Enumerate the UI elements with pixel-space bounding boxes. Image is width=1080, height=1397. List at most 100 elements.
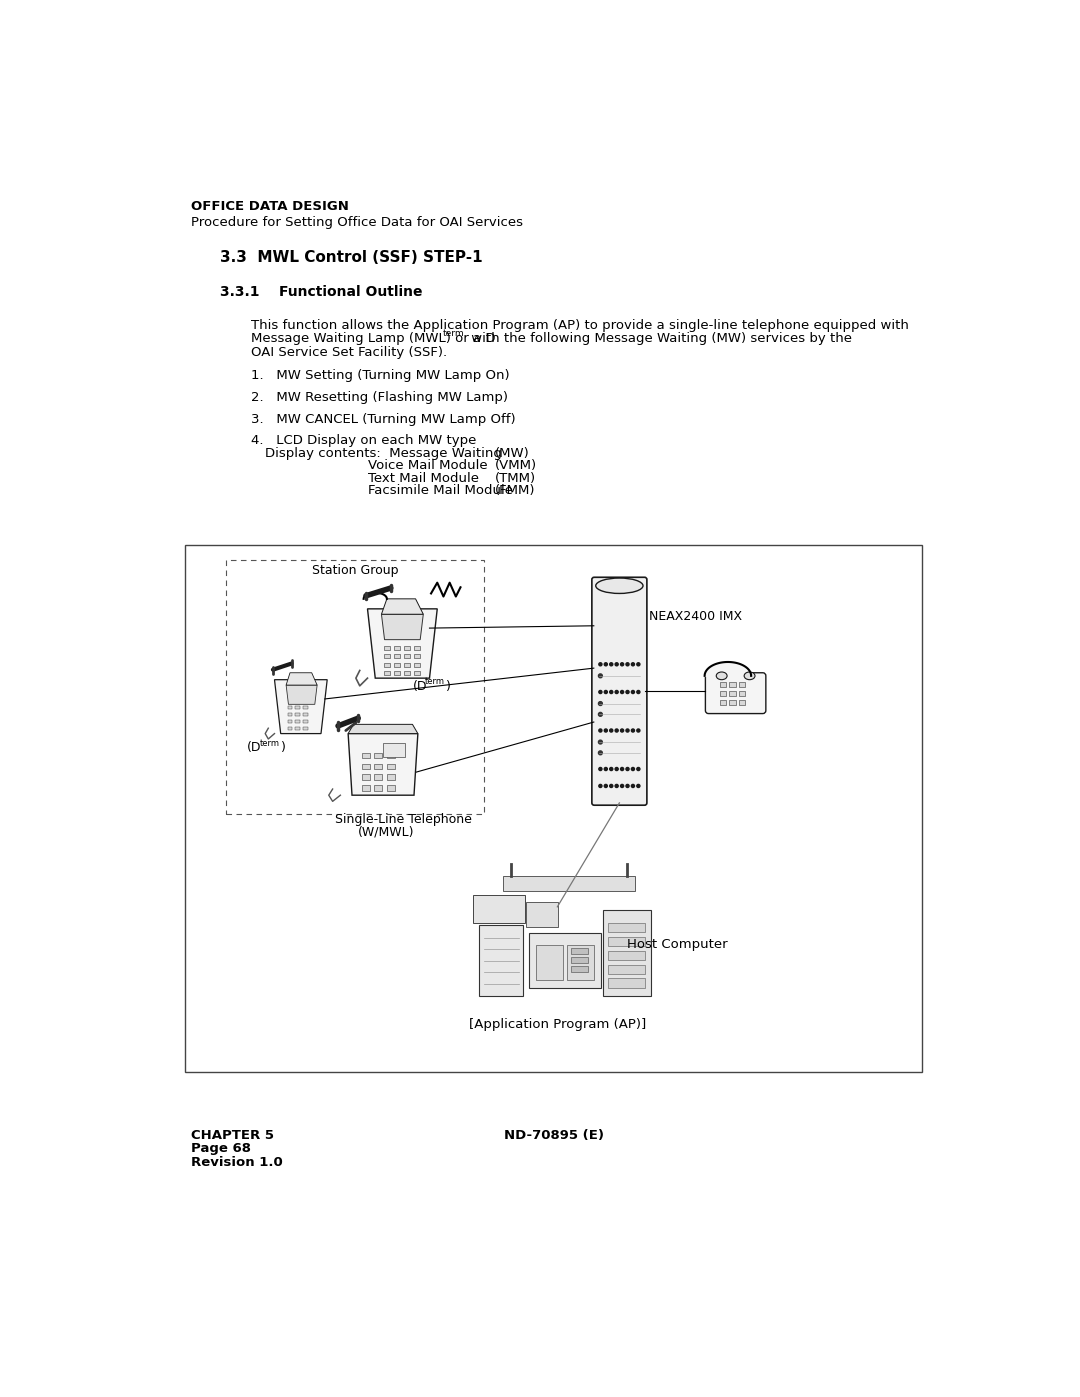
Circle shape: [610, 729, 612, 732]
Bar: [720, 700, 727, 705]
Bar: [375, 753, 382, 759]
Circle shape: [616, 729, 618, 732]
Text: ND-70895 (E): ND-70895 (E): [503, 1129, 604, 1141]
Circle shape: [637, 784, 640, 788]
Bar: [404, 654, 410, 658]
Text: (FMM): (FMM): [495, 485, 535, 497]
FancyBboxPatch shape: [526, 902, 558, 926]
Bar: [186, 545, 921, 1073]
Bar: [375, 764, 382, 768]
Bar: [739, 682, 745, 686]
Circle shape: [598, 662, 602, 666]
Text: (TMM): (TMM): [495, 472, 536, 485]
Bar: [287, 719, 293, 722]
Polygon shape: [286, 673, 318, 685]
Circle shape: [605, 690, 607, 693]
Bar: [362, 785, 369, 791]
Circle shape: [616, 690, 618, 693]
Bar: [394, 654, 400, 658]
Circle shape: [626, 729, 629, 732]
Bar: [383, 662, 390, 666]
Bar: [414, 671, 420, 675]
Text: 2.   MW Resetting (Flashing MW Lamp): 2. MW Resetting (Flashing MW Lamp): [252, 391, 509, 404]
Text: OFFICE DATA DESIGN: OFFICE DATA DESIGN: [191, 200, 349, 212]
Circle shape: [616, 767, 618, 771]
Bar: [383, 654, 390, 658]
Circle shape: [598, 729, 602, 732]
Bar: [287, 726, 293, 729]
Bar: [387, 764, 394, 768]
FancyBboxPatch shape: [503, 876, 635, 891]
Circle shape: [621, 784, 623, 788]
Text: (W/MWL): (W/MWL): [357, 826, 414, 840]
Circle shape: [637, 662, 640, 666]
Bar: [414, 654, 420, 658]
Text: (MW): (MW): [495, 447, 529, 460]
Circle shape: [605, 729, 607, 732]
Polygon shape: [381, 599, 423, 615]
Text: CHAPTER 5: CHAPTER 5: [191, 1129, 274, 1141]
Bar: [362, 774, 369, 780]
Circle shape: [632, 690, 634, 693]
Text: (VMM): (VMM): [495, 460, 537, 472]
Bar: [362, 753, 369, 759]
Circle shape: [610, 784, 612, 788]
Text: 4.   LCD Display on each MW type: 4. LCD Display on each MW type: [252, 434, 476, 447]
Bar: [303, 712, 308, 715]
Bar: [404, 662, 410, 666]
Circle shape: [626, 784, 629, 788]
FancyBboxPatch shape: [705, 673, 766, 714]
Circle shape: [610, 690, 612, 693]
Bar: [394, 671, 400, 675]
Bar: [567, 946, 594, 979]
Bar: [287, 705, 293, 708]
Text: term: term: [443, 330, 464, 338]
Bar: [296, 726, 300, 729]
Circle shape: [610, 767, 612, 771]
Polygon shape: [286, 685, 318, 704]
Bar: [404, 645, 410, 650]
Circle shape: [632, 662, 634, 666]
Bar: [571, 947, 589, 954]
Circle shape: [598, 767, 602, 771]
Ellipse shape: [716, 672, 727, 680]
Circle shape: [632, 784, 634, 788]
Circle shape: [621, 690, 623, 693]
Text: Facsimile Mail Module: Facsimile Mail Module: [368, 485, 513, 497]
Text: 1.   MW Setting (Turning MW Lamp On): 1. MW Setting (Turning MW Lamp On): [252, 369, 510, 383]
Text: (D: (D: [413, 680, 427, 693]
Circle shape: [632, 729, 634, 732]
Bar: [394, 645, 400, 650]
Circle shape: [598, 784, 602, 788]
Bar: [296, 705, 300, 708]
Text: Procedure for Setting Office Data for OAI Services: Procedure for Setting Office Data for OA…: [191, 217, 523, 229]
Circle shape: [605, 767, 607, 771]
Text: Display contents:  Message Waiting: Display contents: Message Waiting: [266, 447, 502, 460]
Text: Single-Line Telephone: Single-Line Telephone: [335, 813, 472, 826]
Circle shape: [605, 662, 607, 666]
Circle shape: [598, 740, 603, 745]
Circle shape: [621, 767, 623, 771]
Bar: [303, 726, 308, 729]
Text: Voice Mail Module: Voice Mail Module: [368, 460, 488, 472]
FancyBboxPatch shape: [480, 925, 524, 996]
Bar: [571, 967, 589, 972]
Circle shape: [598, 690, 602, 693]
Circle shape: [626, 767, 629, 771]
Text: with the following Message Waiting (MW) services by the: with the following Message Waiting (MW) …: [467, 332, 852, 345]
Bar: [739, 700, 745, 705]
FancyBboxPatch shape: [603, 909, 651, 996]
Bar: [608, 937, 645, 946]
Bar: [296, 712, 300, 715]
Bar: [414, 662, 420, 666]
Polygon shape: [381, 615, 423, 640]
Bar: [720, 692, 727, 696]
Bar: [720, 682, 727, 686]
Circle shape: [598, 701, 603, 705]
Circle shape: [637, 767, 640, 771]
Bar: [608, 964, 645, 974]
Circle shape: [621, 662, 623, 666]
Bar: [739, 692, 745, 696]
Bar: [375, 785, 382, 791]
Circle shape: [621, 729, 623, 732]
